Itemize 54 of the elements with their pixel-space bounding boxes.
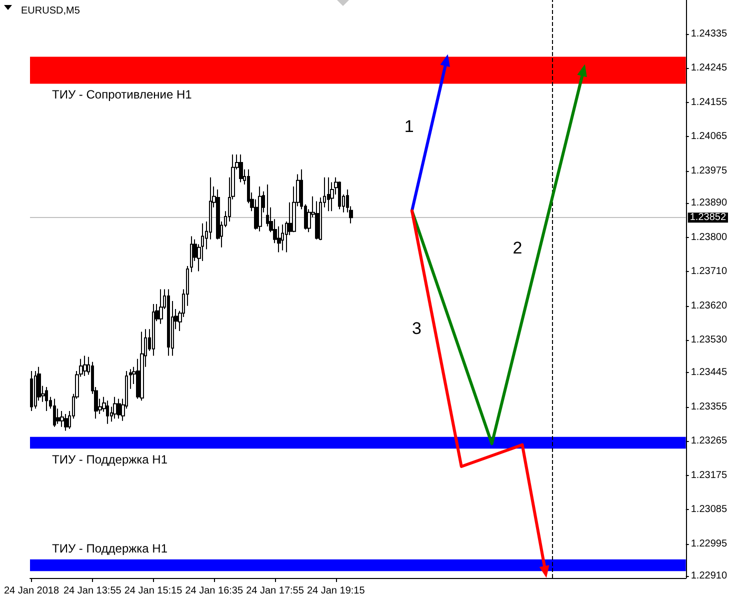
text: EURUSD,M5 — [21, 6, 80, 16]
candlestick — [281, 224, 284, 251]
y-tick-label: 1.23265 — [690, 436, 728, 447]
candlestick — [190, 236, 193, 273]
band-label: ТИУ - Поддержка H1 — [52, 452, 168, 467]
candlestick — [315, 200, 319, 240]
candlestick — [53, 398, 56, 428]
y-tick-label: 1.24335 — [690, 28, 728, 40]
x-tick-label: 24 Jan 15:15 — [124, 586, 183, 596]
y-tick-label: 1.24155 — [690, 96, 728, 108]
candlestick — [30, 370, 33, 412]
annotation: 2 — [512, 238, 522, 258]
y-tick-label: 1.23710 — [690, 266, 728, 278]
y-tick-label: 1.23530 — [690, 334, 728, 346]
x-tick-label: 24 Jan 2018 — [4, 586, 60, 596]
annotation: 1 — [404, 116, 414, 136]
candlestick — [258, 186, 262, 232]
y-tick-label: 1.23085 — [690, 504, 728, 516]
candlestick — [167, 288, 170, 356]
y-tick-label: 1.23355 — [690, 401, 728, 412]
candlestick — [113, 396, 117, 420]
candlestick — [60, 410, 64, 428]
candlestick — [129, 368, 132, 390]
x-tick-label: 24 Jan 13:55 — [63, 586, 122, 596]
ref-line-label: 1.23852 — [690, 212, 726, 224]
y-tick-label: 1.23620 — [690, 300, 728, 312]
candlestick — [45, 386, 48, 412]
candlestick — [327, 176, 330, 212]
candlestick — [34, 370, 37, 410]
candlestick — [64, 414, 68, 432]
candlestick — [106, 400, 109, 424]
y-tick-label: 1.24245 — [690, 62, 728, 74]
x-tick-label: 24 Jan 19:15 — [306, 586, 366, 596]
y-tick-label: 1.23445 — [690, 367, 728, 378]
y-tick-label: 1.22910 — [690, 570, 728, 582]
x-tick-label: 24 Jan 16:35 — [185, 586, 244, 596]
candlestick — [140, 331, 144, 402]
candlestick — [338, 181, 341, 210]
candlestick — [83, 355, 87, 376]
y-tick-label: 1.23890 — [690, 198, 728, 209]
candlestick — [330, 182, 334, 212]
y-tick-label: 1.23175 — [690, 470, 728, 481]
y-tick-label: 1.23975 — [690, 165, 728, 176]
x-tick-label: 24 Jan 17:55 — [246, 586, 304, 596]
candlestick — [152, 304, 155, 356]
candlestick — [117, 398, 121, 420]
candlestick — [239, 154, 243, 183]
y-tick-label: 1.22995 — [690, 538, 728, 550]
candlestick — [159, 288, 163, 324]
annotation: 3 — [412, 319, 422, 338]
y-tick-label: 1.24065 — [690, 131, 728, 142]
band-label: ТИУ - Сопротивление H1 — [52, 88, 192, 102]
y-tick-label: 1.23800 — [690, 232, 728, 243]
band-label: ТИУ - Поддержка H1 — [52, 541, 168, 556]
